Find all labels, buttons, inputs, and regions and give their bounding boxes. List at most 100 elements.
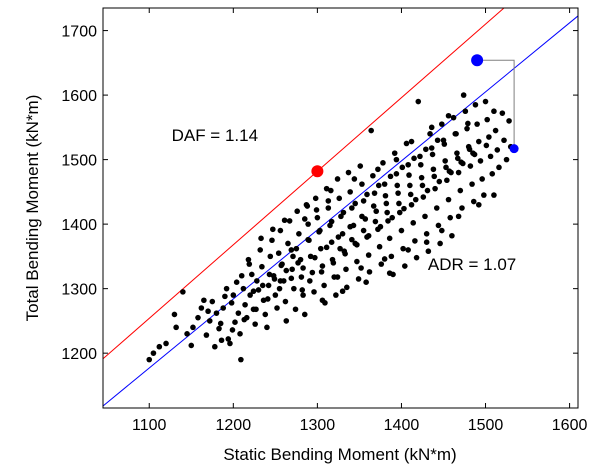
data-point [309, 269, 316, 276]
data-point [453, 131, 459, 137]
data-point [470, 198, 477, 205]
data-point [259, 282, 266, 289]
data-point [238, 356, 244, 363]
data-point [487, 153, 494, 160]
data-point [264, 324, 270, 331]
data-point [275, 250, 282, 256]
data-point [277, 227, 284, 234]
data-point [415, 98, 422, 105]
data-point [387, 173, 394, 180]
data-point [328, 218, 335, 225]
data-point [282, 298, 289, 305]
data-point [407, 182, 413, 189]
data-point [228, 300, 235, 306]
data-point [307, 278, 313, 284]
data-point [237, 331, 243, 337]
y-tick-label: 1300 [61, 282, 97, 299]
data-point [402, 263, 408, 269]
data-point [312, 254, 318, 261]
data-point [301, 311, 308, 318]
data-point [252, 321, 258, 327]
data-point [180, 289, 186, 295]
data-point [254, 278, 260, 284]
data-point [400, 245, 406, 252]
data-point [405, 247, 411, 253]
data-point [413, 254, 420, 261]
data-point [305, 221, 311, 227]
data-point [408, 138, 415, 145]
data-point [317, 245, 324, 252]
data-point [342, 251, 348, 257]
data-point [351, 176, 358, 182]
data-point [474, 121, 480, 127]
data-point [318, 269, 325, 275]
data-point [429, 151, 436, 158]
y-axis-label: Total Bending Moment (kN*m) [23, 95, 42, 322]
annotation-daf: DAF = 1.14 [172, 126, 258, 145]
data-point [230, 292, 237, 298]
data-point [385, 218, 391, 224]
data-point [482, 98, 489, 105]
data-point [335, 234, 342, 240]
data-point [447, 214, 454, 221]
data-point [417, 153, 423, 160]
data-point [339, 288, 346, 295]
data-point [491, 108, 497, 115]
data-point [380, 160, 386, 166]
data-point [375, 166, 381, 173]
data-point [150, 350, 157, 356]
data-point [281, 217, 288, 224]
data-point [209, 298, 216, 305]
data-point [163, 340, 169, 347]
data-point [311, 289, 317, 295]
data-point [484, 116, 491, 123]
data-point [454, 155, 461, 162]
data-point [277, 278, 284, 284]
y-axis-ticks: 1200 1300 1400 1500 1600 1700 [61, 24, 578, 363]
data-point [494, 147, 501, 153]
data-point [344, 284, 350, 291]
data-point [328, 187, 334, 194]
y-tick-label: 1500 [61, 153, 97, 170]
data-point [454, 150, 460, 156]
data-point [156, 343, 163, 350]
data-point [405, 161, 411, 168]
data-point [352, 200, 359, 207]
data-point [378, 261, 385, 267]
data-point [203, 332, 210, 338]
data-point [253, 306, 259, 313]
data-point [222, 293, 228, 300]
data-point [184, 331, 190, 337]
data-point [439, 227, 445, 234]
data-point [477, 158, 484, 164]
data-point [334, 176, 341, 182]
data-point [469, 181, 475, 187]
data-point [232, 319, 238, 325]
bracket-connector [477, 59, 515, 149]
y-tick-label: 1600 [61, 88, 97, 105]
data-point [394, 182, 401, 189]
data-point [321, 282, 327, 289]
data-point [460, 92, 467, 98]
data-point [376, 243, 383, 250]
data-point [406, 172, 412, 178]
data-point [389, 214, 396, 221]
data-point [448, 169, 454, 176]
data-point [472, 101, 479, 108]
data-point [355, 276, 362, 282]
data-point [289, 266, 295, 273]
data-point [354, 258, 360, 265]
data-point [291, 285, 297, 292]
data-point [381, 256, 388, 262]
data-point [382, 192, 389, 199]
data-point [481, 192, 487, 198]
data-point [227, 340, 233, 347]
data-point [313, 207, 320, 213]
highlight-point-2 [509, 144, 519, 154]
data-point [433, 205, 440, 211]
data-point [439, 121, 445, 127]
data-point [381, 181, 388, 187]
data-point [213, 310, 220, 316]
data-point [411, 155, 417, 162]
